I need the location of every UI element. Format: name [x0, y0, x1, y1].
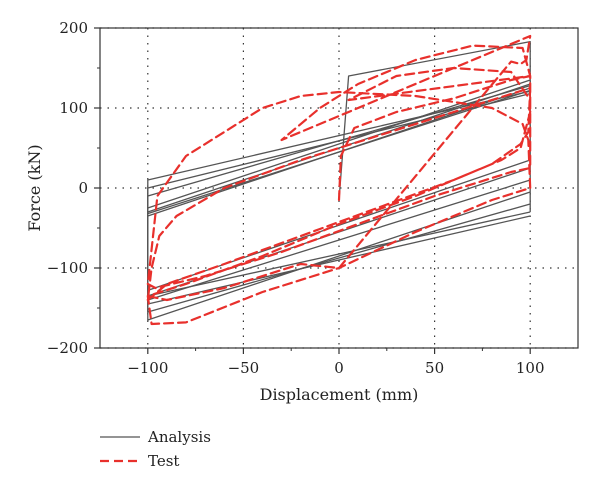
y-tick-label: 0	[78, 179, 88, 197]
y-tick-label: 200	[59, 19, 88, 37]
legend-label-test: Test	[148, 452, 179, 470]
test-curve	[146, 34, 532, 326]
x-tick-label: −50	[228, 359, 260, 377]
legend-label-analysis: Analysis	[147, 428, 211, 446]
y-tick-label: −200	[47, 339, 88, 357]
tick-layer: −100 −50 0 50 100 −200 −100 0 100 200	[47, 19, 545, 377]
series-layer	[146, 34, 532, 326]
y-axis-label: Force (kN)	[25, 144, 44, 231]
y-tick-label: 100	[59, 99, 88, 117]
x-tick-label: 0	[334, 359, 344, 377]
x-tick-label: −100	[127, 359, 168, 377]
legend: Analysis Test	[100, 428, 211, 470]
x-axis-label: Displacement (mm)	[260, 385, 419, 404]
x-tick-label: 50	[425, 359, 444, 377]
x-tick-label: 100	[516, 359, 545, 377]
analysis-curve-6-down	[147, 89, 531, 292]
y-tick-label: −100	[47, 259, 88, 277]
